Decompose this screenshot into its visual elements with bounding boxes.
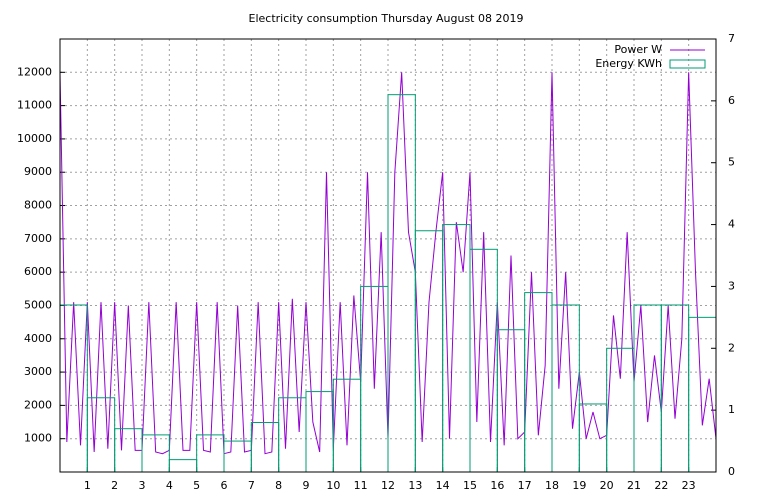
y-tick-label: 3000 — [24, 365, 52, 378]
x-tick-label: 7 — [248, 479, 255, 492]
x-tick-label: 20 — [600, 479, 614, 492]
y-tick-label: 1000 — [24, 432, 52, 445]
x-tick-label: 16 — [490, 479, 504, 492]
x-tick-label: 10 — [326, 479, 340, 492]
x-tick-label: 13 — [408, 479, 422, 492]
x-tick-label: 8 — [275, 479, 282, 492]
x-tick-label: 3 — [139, 479, 146, 492]
x-tick-label: 2 — [111, 479, 118, 492]
y2-tick-label: 2 — [728, 341, 735, 354]
y-tick-label: 11000 — [17, 99, 52, 112]
x-tick-label: 6 — [221, 479, 228, 492]
x-tick-label: 4 — [166, 479, 173, 492]
x-tick-label: 19 — [572, 479, 586, 492]
x-tick-label: 23 — [682, 479, 696, 492]
legend-label: Energy KWh — [595, 57, 662, 70]
x-tick-label: 12 — [381, 479, 395, 492]
y-tick-label: 7000 — [24, 232, 52, 245]
y2-tick-label: 6 — [728, 94, 735, 107]
y-tick-label: 9000 — [24, 165, 52, 178]
x-tick-label: 5 — [193, 479, 200, 492]
legend-swatch — [669, 59, 706, 69]
y-tick-label: 2000 — [24, 398, 52, 411]
legend-label: Power W — [614, 43, 662, 56]
x-tick-label: 21 — [627, 479, 641, 492]
y2-tick-label: 7 — [728, 32, 735, 45]
x-tick-label: 9 — [303, 479, 310, 492]
x-tick-label: 17 — [518, 479, 532, 492]
x-tick-label: 14 — [436, 479, 450, 492]
y2-tick-label: 4 — [728, 218, 735, 231]
y-tick-label: 4000 — [24, 332, 52, 345]
y-tick-label: 12000 — [17, 65, 52, 78]
y2-tick-label: 0 — [728, 465, 735, 478]
plot-frame — [59, 38, 717, 473]
y2-tick-label: 5 — [728, 156, 735, 169]
chart-title: Electricity consumption Thursday August … — [249, 12, 524, 25]
y2-tick-label: 1 — [728, 403, 735, 416]
x-tick-label: 22 — [654, 479, 668, 492]
y-tick-label: 10000 — [17, 132, 52, 145]
y-tick-label: 6000 — [24, 265, 52, 278]
x-tick-label: 11 — [354, 479, 368, 492]
y-tick-label: 5000 — [24, 298, 52, 311]
x-tick-label: 15 — [463, 479, 477, 492]
x-tick-label: 1 — [84, 479, 91, 492]
x-tick-label: 18 — [545, 479, 559, 492]
y2-tick-label: 3 — [728, 279, 735, 292]
y-tick-label: 8000 — [24, 199, 52, 212]
